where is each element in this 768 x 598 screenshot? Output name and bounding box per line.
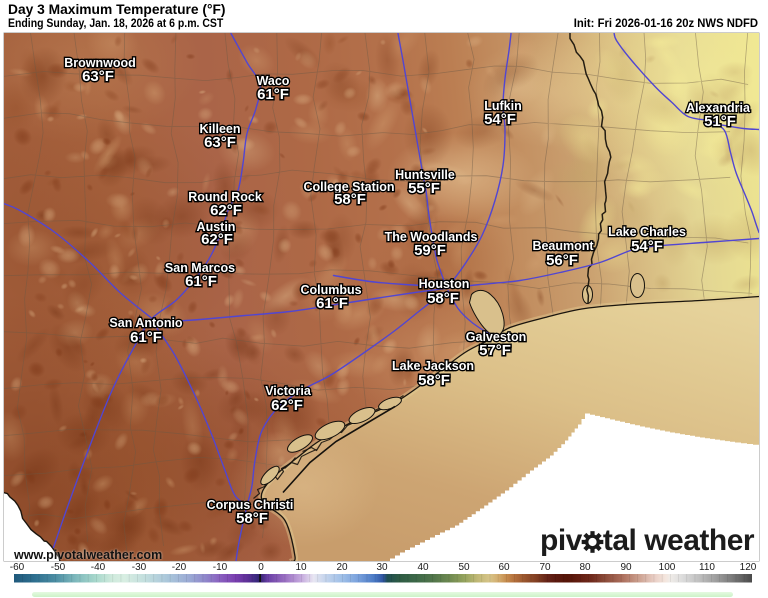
svg-text:Beaumont: Beaumont: [532, 239, 594, 253]
svg-text:58°F: 58°F: [236, 510, 268, 527]
svg-text:Austin: Austin: [197, 220, 236, 234]
svg-text:San Antonio: San Antonio: [109, 316, 183, 330]
svg-text:54°F: 54°F: [484, 111, 516, 128]
svg-text:51°F: 51°F: [704, 113, 736, 130]
svg-text:Victoria: Victoria: [265, 384, 312, 398]
svg-text:College Station: College Station: [304, 180, 395, 194]
svg-text:61°F: 61°F: [185, 273, 217, 290]
svg-text:55°F: 55°F: [408, 180, 440, 197]
svg-text:Lufkin: Lufkin: [484, 99, 522, 113]
svg-text:57°F: 57°F: [479, 342, 511, 359]
svg-text:56°F: 56°F: [546, 252, 578, 269]
svg-text:61°F: 61°F: [316, 295, 348, 312]
svg-text:Alexandria: Alexandria: [686, 101, 751, 115]
svg-text:54°F: 54°F: [631, 238, 663, 255]
svg-text:63°F: 63°F: [204, 134, 236, 151]
svg-text:The Woodlands: The Woodlands: [385, 230, 478, 244]
svg-text:Killeen: Killeen: [200, 122, 241, 136]
svg-text:Lake Jackson: Lake Jackson: [392, 359, 474, 373]
svg-text:59°F: 59°F: [414, 242, 446, 259]
svg-text:Huntsville: Huntsville: [395, 168, 455, 182]
svg-text:58°F: 58°F: [418, 372, 450, 389]
svg-text:Houston: Houston: [419, 277, 470, 291]
svg-text:58°F: 58°F: [334, 191, 366, 208]
svg-text:58°F: 58°F: [427, 290, 459, 307]
svg-text:62°F: 62°F: [271, 397, 303, 414]
svg-text:Round Rock: Round Rock: [188, 190, 262, 204]
svg-text:Waco: Waco: [257, 74, 290, 88]
svg-text:61°F: 61°F: [257, 86, 289, 103]
svg-text:San Marcos: San Marcos: [165, 261, 235, 275]
svg-text:61°F: 61°F: [130, 329, 162, 346]
svg-text:Columbus: Columbus: [300, 283, 361, 297]
svg-text:63°F: 63°F: [82, 68, 114, 85]
svg-text:Galveston: Galveston: [466, 330, 526, 344]
svg-text:62°F: 62°F: [201, 231, 233, 248]
svg-text:62°F: 62°F: [210, 202, 242, 219]
svg-text:Corpus Christi: Corpus Christi: [207, 498, 294, 512]
svg-text:Lake Charles: Lake Charles: [608, 225, 686, 239]
svg-text:Brownwood: Brownwood: [64, 56, 136, 70]
